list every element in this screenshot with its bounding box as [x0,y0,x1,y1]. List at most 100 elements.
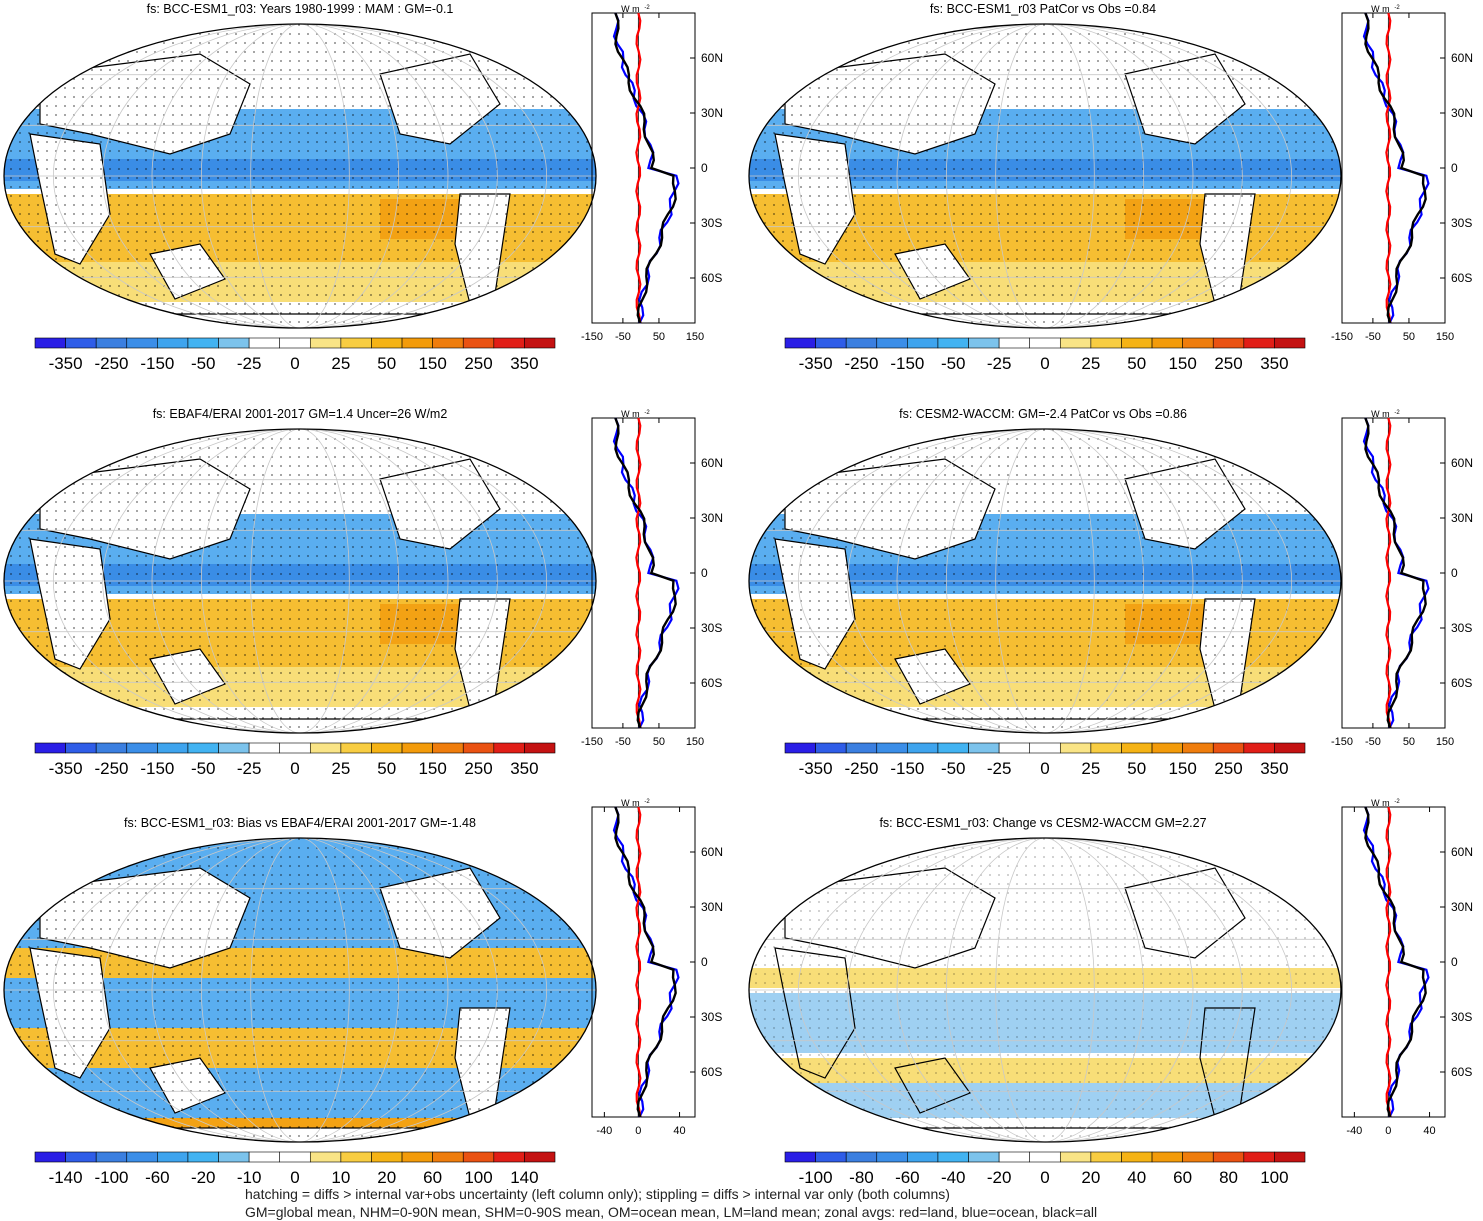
unit-label: W m [621,4,640,14]
colorbar-label: -60 [145,1168,170,1187]
colorbar-swatch [493,742,525,754]
colorbar-swatch [1274,742,1306,754]
colorbar-label: 350 [1260,354,1288,373]
panel-title: fs: BCC-ESM1_r03: Change vs CESM2-WACCM … [879,816,1207,830]
colorbar-swatch [1029,1151,1061,1163]
colorbar-swatch [1243,742,1275,754]
panel-title: fs: BCC-ESM1_r03: Bias vs EBAF4/ERAI 200… [124,816,476,830]
lat-label: 30N [701,900,723,914]
profile-ocean [1362,806,1430,1118]
colorbar-swatch [95,337,128,349]
profile-tick-label: -150 [1331,736,1353,748]
colorbar-label: 25 [331,354,350,373]
profile-tick-label: -40 [596,1125,612,1137]
colorbar-swatch [1274,337,1306,349]
colorbar-swatch [998,742,1031,754]
colorbar-label: 0 [290,1168,299,1187]
colorbar-swatch [1090,1151,1122,1163]
colorbar-swatch [1121,337,1153,349]
panel-2: fs: BCC-ESM1_r03 PatCor vs Obs =0.84 -35… [745,0,1483,380]
colorbar-label: -150 [890,759,924,778]
colorbar-label: 20 [377,1168,396,1187]
colorbar-swatch [1059,337,1092,349]
lat-label: 30S [1451,621,1472,635]
profile-tick-label: 40 [673,1125,685,1137]
colorbar-swatch [845,742,878,754]
colorbar-swatch [401,1151,433,1163]
colorbar-swatch [1212,742,1245,754]
colorbar-swatch [1243,337,1275,349]
colorbar-label: 25 [1081,354,1100,373]
colorbar-swatch [1212,337,1245,349]
profile-tick-label: 50 [1403,736,1415,748]
panel-5: fs: BCC-ESM1_r03: Bias vs EBAF4/ERAI 200… [0,798,745,1194]
profile-axes [591,806,696,1118]
colorbar-swatch [65,1151,97,1163]
colorbar-label: -25 [987,354,1012,373]
colorbar-swatch [309,742,342,754]
colorbar-swatch [157,742,189,754]
profile-tick-label: -40 [1346,1125,1362,1137]
profile-tick-label: -150 [581,331,603,343]
colorbar-swatch [1182,742,1214,754]
colorbar-label: -50 [191,759,216,778]
colorbar-swatch [524,1151,556,1163]
profile-all [614,806,677,1118]
lat-label: 60S [1451,271,1472,285]
unit-label: W m [1371,798,1390,808]
colorbar-swatch [309,337,342,349]
colorbar-swatch [845,337,878,349]
colorbar-swatch [157,337,189,349]
unit-label: W m [621,409,640,419]
colorbar-swatch [248,1151,281,1163]
colorbar-swatch [524,742,556,754]
colorbar-label: 150 [1168,759,1196,778]
graticule-lon [797,838,1293,1142]
graticule-lon [52,24,548,328]
unit-exp: -2 [1394,799,1400,805]
world-map [748,428,1342,734]
colorbar-label: 0 [1040,1168,1049,1187]
map-field [4,24,596,328]
map-field [4,838,596,1142]
lat-label: 0 [1451,161,1458,175]
colorbar-label: 100 [1260,1168,1288,1187]
profile-land [635,806,642,1118]
graticule-lon [995,838,1095,1142]
profile-ocean [1362,417,1430,729]
profile-ocean [1362,12,1430,324]
lat-label: 0 [1451,566,1458,580]
colorbar-swatch [432,337,464,349]
colorbar-label: -350 [799,354,833,373]
colorbar-swatch [126,742,158,754]
unit-exp: -2 [644,5,650,11]
panel-1: fs: BCC-ESM1_r03: Years 1980-1999 : MAM … [0,0,745,380]
lat-label: 60N [1451,456,1473,470]
colorbar-swatch [279,742,311,754]
colorbar-label: -25 [987,759,1012,778]
colorbar-label: -350 [49,759,83,778]
colorbar-label: 60 [423,1168,442,1187]
colorbar-label: -50 [191,354,216,373]
colorbar-label: -100 [94,1168,128,1187]
graticule-lon [250,838,350,1142]
colorbar-swatch [279,1151,311,1163]
lat-label: 30S [1451,216,1472,230]
colorbar-swatch [187,742,219,754]
map-border [748,428,1342,734]
colorbar-swatch [998,337,1031,349]
colorbar-label: -250 [844,759,878,778]
colorbar-swatch [968,337,1000,349]
colorbar-swatch [1274,1151,1306,1163]
profile-tick-label: -150 [1331,331,1353,343]
colorbar: -350 -250 -150 -50 -25 0 25 50 150 250 350 [784,337,1306,373]
panel-3: fs: EBAF4/ERAI 2001-2017 GM=1.4 Uncer=26… [0,405,745,785]
profile-axes [1341,806,1446,1118]
colorbar-swatch [998,1151,1031,1163]
colorbar-label: -150 [140,354,174,373]
map-border [3,428,597,734]
colorbar-label: 0 [1040,354,1049,373]
colorbar-label: -20 [987,1168,1012,1187]
graticule-lon [52,429,548,733]
colorbar-swatch [1151,1151,1183,1163]
